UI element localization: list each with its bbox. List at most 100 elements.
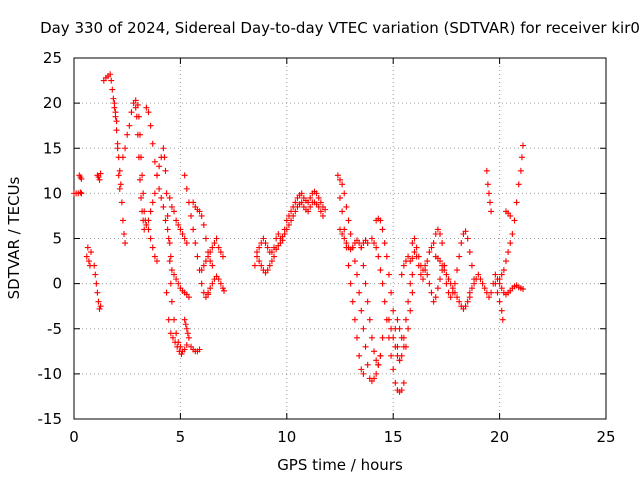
data-point xyxy=(167,280,174,287)
data-point xyxy=(462,228,469,235)
series-arc-20 xyxy=(251,188,329,269)
data-point xyxy=(215,276,222,283)
data-point xyxy=(207,285,214,292)
data-point xyxy=(165,316,172,323)
data-point xyxy=(439,240,446,247)
data-point xyxy=(426,280,433,287)
data-point xyxy=(471,280,478,287)
y-tick-label: 0 xyxy=(52,275,62,293)
data-point xyxy=(456,298,463,305)
data-point xyxy=(390,334,397,341)
data-point xyxy=(315,203,322,210)
series-arc-15 xyxy=(181,316,203,355)
data-point xyxy=(347,280,354,287)
data-point xyxy=(396,325,403,332)
data-point xyxy=(126,122,133,129)
data-point xyxy=(171,316,178,323)
data-point xyxy=(285,221,292,228)
data-point xyxy=(515,181,522,188)
data-point xyxy=(468,285,475,292)
data-point xyxy=(381,298,388,305)
series-arc-23 xyxy=(337,194,367,377)
data-point xyxy=(262,240,269,247)
data-point xyxy=(507,240,514,247)
data-point xyxy=(360,370,367,377)
data-point xyxy=(166,240,173,247)
data-point xyxy=(464,235,471,242)
y-tick-label: -5 xyxy=(47,320,62,338)
chart-title: Day 330 of 2024, Sidereal Day-to-day VTE… xyxy=(40,19,640,37)
data-point xyxy=(405,253,412,260)
data-point xyxy=(128,109,135,116)
data-point xyxy=(394,316,401,323)
data-point xyxy=(375,253,382,260)
data-point xyxy=(496,276,503,283)
data-point xyxy=(122,145,129,152)
data-point xyxy=(160,145,167,152)
data-point xyxy=(258,262,265,269)
data-point xyxy=(135,154,142,161)
data-point xyxy=(454,294,461,301)
data-point xyxy=(407,280,414,287)
data-point xyxy=(298,199,305,206)
data-point xyxy=(162,217,169,224)
data-point xyxy=(371,348,378,355)
data-point xyxy=(518,154,525,161)
data-point xyxy=(260,235,267,242)
data-point xyxy=(373,244,380,251)
data-point xyxy=(307,194,314,201)
data-point xyxy=(496,298,503,305)
data-point xyxy=(426,249,433,256)
data-point xyxy=(487,199,494,206)
series-arc-32 xyxy=(432,253,473,312)
data-point xyxy=(173,217,180,224)
data-point xyxy=(151,190,158,197)
y-axis-label: SDTVAR / TECUs xyxy=(5,176,23,299)
data-point xyxy=(164,226,171,233)
data-point xyxy=(437,230,444,237)
data-point xyxy=(163,190,170,197)
data-point xyxy=(492,271,499,278)
data-point xyxy=(390,366,397,373)
data-point xyxy=(217,249,224,256)
y-tick-label: 15 xyxy=(43,139,62,157)
data-point xyxy=(434,285,441,292)
data-point xyxy=(351,316,358,323)
data-point xyxy=(362,280,369,287)
data-point xyxy=(364,298,371,305)
data-point xyxy=(279,237,286,244)
data-point xyxy=(121,230,128,237)
data-point xyxy=(122,240,129,247)
data-point xyxy=(292,199,299,206)
data-point xyxy=(409,255,416,262)
data-point xyxy=(202,258,209,265)
data-point xyxy=(373,357,380,364)
data-point xyxy=(153,172,160,179)
data-point xyxy=(168,298,175,305)
y-tick-label: -15 xyxy=(38,410,63,428)
data-point xyxy=(133,113,140,120)
data-point xyxy=(388,325,395,332)
data-point xyxy=(479,280,486,287)
series-arc-18 xyxy=(198,235,226,274)
x-tick-label: 5 xyxy=(176,428,186,446)
series-arc-5 xyxy=(94,170,104,183)
data-point xyxy=(354,334,361,341)
data-point xyxy=(502,258,509,265)
data-point xyxy=(430,240,437,247)
data-point xyxy=(398,334,405,341)
series-arc-3 xyxy=(83,244,95,269)
data-point xyxy=(96,305,103,312)
data-point xyxy=(110,95,117,102)
data-point xyxy=(96,176,103,183)
series-arc-16 xyxy=(181,172,212,301)
data-point xyxy=(498,307,505,314)
data-point xyxy=(334,172,341,179)
data-point xyxy=(119,154,126,161)
data-point xyxy=(364,361,371,368)
data-point xyxy=(283,226,290,233)
data-point xyxy=(411,249,418,256)
data-point xyxy=(163,289,170,296)
series-arc-24 xyxy=(337,226,371,253)
data-point xyxy=(441,262,448,269)
